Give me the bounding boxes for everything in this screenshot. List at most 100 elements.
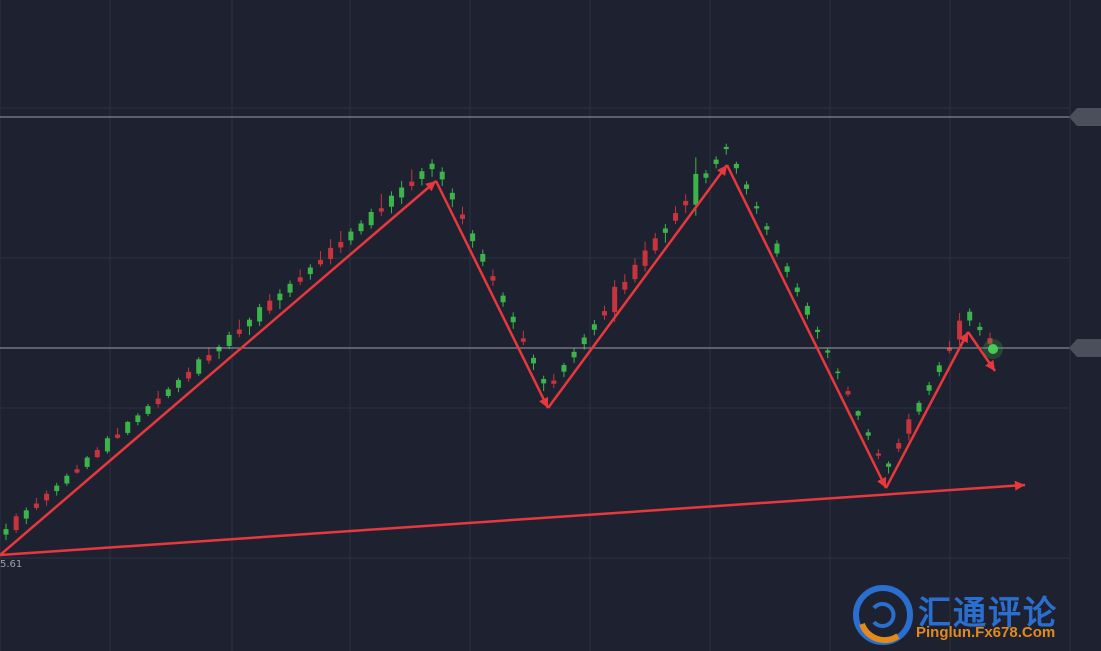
- candle-up: [388, 195, 394, 207]
- candle-up: [804, 305, 810, 315]
- candle-up: [977, 326, 983, 331]
- watermark-chinese-text: 汇通评论: [918, 593, 1058, 632]
- candle-up: [23, 510, 29, 519]
- trend-arrow-line: [0, 483, 1026, 557]
- low-price-label: 5.61: [0, 559, 23, 570]
- candle-down: [206, 355, 212, 361]
- candle-down: [602, 311, 608, 316]
- candle-down: [94, 449, 100, 458]
- candle-down: [683, 200, 689, 206]
- candle-down: [297, 277, 303, 282]
- candle-down: [946, 347, 952, 351]
- candle-up: [84, 457, 90, 467]
- current-price-tag: [1069, 339, 1101, 357]
- watermark: 汇通评论 Pinglun.Fx678.Com: [852, 584, 1092, 646]
- candle-up: [835, 371, 841, 374]
- candle-up: [784, 266, 790, 272]
- candle-up: [135, 415, 141, 423]
- trend-arrow-line: [546, 164, 729, 409]
- candle-up: [815, 329, 821, 333]
- candle-up: [723, 146, 729, 150]
- candle-down: [987, 338, 993, 344]
- candle-up: [277, 293, 283, 301]
- candle-up: [591, 324, 597, 330]
- trend-arrow-head: [717, 165, 727, 177]
- watermark-url-text: Pinglun.Fx678.Com: [916, 624, 1056, 641]
- candle-down: [155, 398, 161, 405]
- candle-down: [267, 300, 273, 311]
- candle-down: [957, 320, 963, 340]
- watermark-logo-icon: [853, 585, 913, 645]
- candle-down: [115, 434, 121, 438]
- candle-up: [510, 316, 516, 323]
- trend-arrow-line: [725, 164, 888, 489]
- candle-up: [257, 307, 263, 322]
- trend-arrow-head: [877, 476, 887, 488]
- candle-up: [125, 421, 131, 433]
- candle-up: [287, 283, 293, 293]
- candle-up: [855, 411, 861, 416]
- candle-down: [236, 329, 242, 334]
- candle-down: [520, 338, 526, 342]
- candle-up: [358, 223, 364, 232]
- candle-down: [44, 493, 50, 501]
- candle-down: [551, 380, 557, 384]
- candle-up: [865, 432, 871, 436]
- candle-up: [216, 346, 222, 352]
- candle-up: [774, 243, 780, 254]
- candle-down: [632, 264, 638, 280]
- candle-up: [419, 171, 425, 179]
- candle-up: [561, 365, 567, 372]
- trend-arrows: [0, 164, 1026, 557]
- candle-up: [541, 378, 547, 384]
- candle-down: [896, 443, 902, 449]
- candle-up: [744, 184, 750, 189]
- candle-down: [13, 516, 19, 531]
- candle-up: [470, 233, 476, 242]
- candle-down: [490, 276, 496, 281]
- candle-up: [713, 159, 719, 164]
- candle-down: [612, 286, 618, 313]
- candle-down: [378, 208, 384, 212]
- candle-up: [886, 463, 892, 467]
- trend-arrow-head: [958, 332, 968, 344]
- upper-price-tag: [1069, 108, 1101, 126]
- candle-up: [754, 206, 760, 209]
- candle-up: [571, 351, 577, 358]
- candle-up: [794, 287, 800, 292]
- candle-up: [104, 438, 110, 452]
- candle-up: [449, 192, 455, 200]
- candle-down: [328, 247, 334, 259]
- candle-down: [409, 181, 415, 186]
- candle-up: [368, 211, 374, 226]
- trend-arrow-head: [1014, 480, 1025, 491]
- candle-up: [936, 365, 942, 372]
- candle-down: [459, 214, 465, 219]
- candle-up: [307, 267, 313, 275]
- trend-arrow-line: [884, 331, 970, 489]
- candle-down: [845, 391, 851, 395]
- candle-up: [3, 529, 9, 535]
- candle-up: [825, 350, 831, 353]
- candle-up: [429, 163, 435, 170]
- candle-up: [348, 231, 354, 241]
- candle-up: [175, 380, 181, 388]
- candle-up: [145, 406, 151, 414]
- candle-up: [399, 187, 405, 198]
- candle-up: [226, 334, 232, 346]
- candle-up: [926, 385, 932, 391]
- candle-down: [186, 371, 192, 379]
- candle-down: [673, 213, 679, 221]
- trend-arrow-head: [425, 181, 436, 192]
- candle-up: [500, 295, 506, 303]
- candle-up: [703, 173, 709, 178]
- candle-up: [764, 226, 770, 230]
- candle-down: [74, 469, 80, 473]
- trend-arrow-line: [434, 180, 550, 409]
- candle-down: [338, 241, 344, 248]
- trend-arrow-head: [985, 359, 995, 371]
- trend-arrow-line: [0, 180, 437, 556]
- candle-down: [875, 453, 881, 456]
- candle-down: [652, 238, 658, 251]
